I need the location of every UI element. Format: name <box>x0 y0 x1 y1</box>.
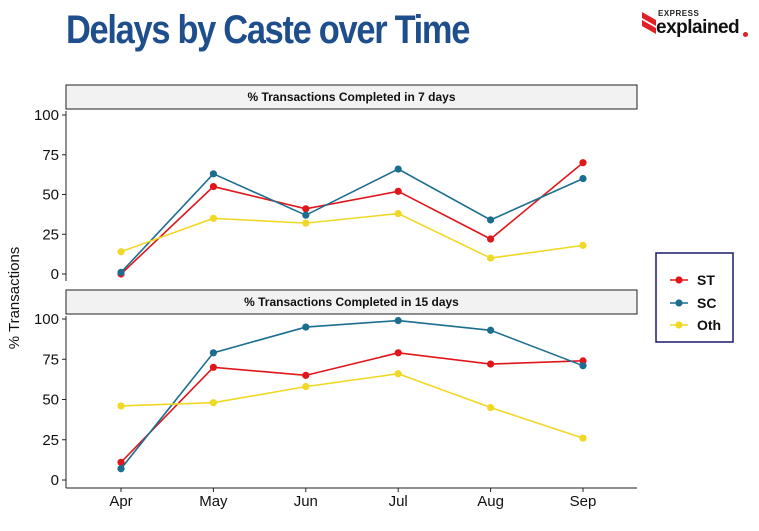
data-point-oth <box>579 434 587 442</box>
y-tick-label: 50 <box>42 392 59 409</box>
y-tick-label: 75 <box>42 351 59 368</box>
data-point-sc <box>579 362 587 370</box>
data-point-sc <box>394 165 402 173</box>
data-point-oth <box>117 248 125 256</box>
data-point-st <box>487 235 495 243</box>
data-point-oth <box>579 241 587 249</box>
data-point-oth <box>117 402 125 410</box>
brand-mark-icon <box>642 12 656 34</box>
y-tick-label: 25 <box>42 226 59 243</box>
data-point-sc <box>117 268 125 277</box>
data-point-st <box>302 371 310 379</box>
x-tick-label: Jul <box>389 493 408 510</box>
data-point-sc <box>487 326 495 334</box>
data-point-oth <box>487 403 495 412</box>
data-point-st <box>117 458 125 466</box>
series-line-oth <box>120 372 584 439</box>
legend-marker-st <box>675 276 683 284</box>
legend-box <box>655 252 734 343</box>
y-axis-title: % Transactions <box>6 247 23 350</box>
data-point-oth <box>394 370 402 378</box>
data-point-st <box>209 363 217 371</box>
data-point-oth <box>487 254 495 262</box>
y-tick-label: 25 <box>42 432 59 449</box>
data-point-oth <box>394 209 402 218</box>
brand-dot-icon <box>743 32 748 37</box>
data-point-st <box>209 182 217 191</box>
panel-strip <box>65 84 638 110</box>
data-point-st <box>579 159 587 167</box>
x-tick-label: Sep <box>570 493 597 510</box>
y-tick-label: 100 <box>34 311 59 328</box>
series-line-st <box>120 162 584 275</box>
panel-strip-label: % Transactions Completed in 15 days <box>244 295 459 309</box>
x-tick-label: May <box>199 493 228 510</box>
legend-label: Oth <box>697 317 721 333</box>
series-line-sc <box>120 319 584 470</box>
series-line-oth <box>120 212 584 259</box>
brand-logo: EXPRESS explained <box>640 8 752 42</box>
data-point-sc <box>117 465 125 473</box>
y-tick-label: 0 <box>51 472 59 489</box>
y-tick-label: 50 <box>42 187 59 204</box>
data-point-st <box>394 187 402 195</box>
data-point-oth <box>302 219 310 227</box>
data-point-st <box>394 349 402 357</box>
data-point-sc <box>302 323 310 331</box>
x-tick-label: Jun <box>294 493 318 510</box>
data-point-sc <box>394 317 402 325</box>
data-point-oth <box>209 214 217 222</box>
data-point-sc <box>579 175 587 183</box>
brand-main-text: explained <box>656 17 740 38</box>
y-tick-label: 75 <box>42 147 59 164</box>
data-point-oth <box>302 383 310 391</box>
data-point-st <box>487 360 495 368</box>
panel-strip <box>65 289 638 315</box>
data-point-sc <box>487 216 495 224</box>
data-point-sc <box>209 170 217 178</box>
legend-label: ST <box>697 272 715 288</box>
y-tick-label: 0 <box>51 266 59 283</box>
series-line-sc <box>120 168 584 273</box>
x-tick-label: Apr <box>109 493 132 510</box>
panel-strip-label: % Transactions Completed in 7 days <box>247 90 455 104</box>
data-point-oth <box>209 399 217 407</box>
data-point-st <box>302 205 310 213</box>
data-point-sc <box>209 349 217 357</box>
legend-marker-sc <box>675 299 683 307</box>
legend-label: SC <box>697 295 716 311</box>
data-point-sc <box>302 211 310 219</box>
chart-title: Delays by Caste over Time <box>66 8 470 52</box>
brand-top-text: EXPRESS <box>658 9 700 18</box>
legend-marker-oth <box>675 321 683 329</box>
series-line-st <box>120 351 584 463</box>
y-tick-label: 100 <box>34 107 59 124</box>
x-tick-label: Aug <box>477 493 504 510</box>
